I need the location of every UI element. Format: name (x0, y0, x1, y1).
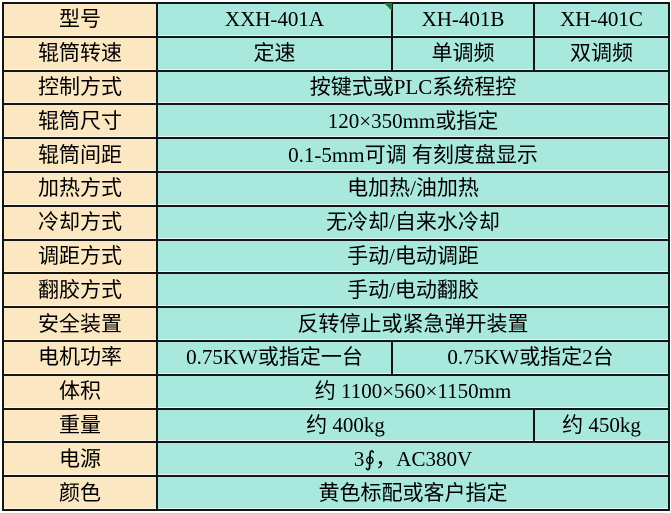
cell-rubber-turn: 手动/电动翻胶 (156, 272, 670, 309)
cell-speed-c: 双调频 (533, 35, 670, 72)
cell-safety-device: 反转停止或紧急弹开装置 (156, 306, 670, 342)
cell-power-supply: 3∮，AC380V (156, 441, 670, 478)
row-label-roller-size: 辊筒尺寸 (2, 103, 158, 140)
row-label-distance-adjust: 调距方式 (2, 238, 158, 275)
row-heating-mode: 加热方式 电加热/油加热 (2, 170, 670, 207)
cell-motor-power-bc: 0.75KW或指定2台 (391, 339, 670, 376)
cell-speed-b: 单调频 (391, 35, 535, 72)
row-label-safety-device: 安全装置 (2, 306, 158, 342)
cell-weight-c: 约 450kg (533, 407, 670, 444)
row-safety-device: 安全装置 反转停止或紧急弹开装置 (2, 306, 670, 342)
row-label-roller-gap: 辊筒间距 (2, 137, 158, 173)
row-rubber-turn: 翻胶方式 手动/电动翻胶 (2, 272, 670, 309)
cell-error-indicator-triangle-icon (384, 3, 392, 11)
row-distance-adjust: 调距方式 手动/电动调距 (2, 238, 670, 275)
cell-distance-adjust: 手动/电动调距 (156, 238, 670, 275)
cell-model-b: XH-401B (391, 2, 535, 38)
row-label-volume: 体积 (2, 373, 158, 410)
row-label-weight: 重量 (2, 407, 158, 444)
row-weight: 重量 约 400kg 约 450kg (2, 407, 670, 444)
row-roller-gap: 辊筒间距 0.1-5mm可调 有刻度盘显示 (2, 137, 670, 173)
row-label-model: 型号 (2, 2, 158, 38)
cell-color: 黄色标配或客户指定 (156, 475, 670, 511)
row-volume: 体积 约 1100×560×1150mm (2, 373, 670, 410)
row-label-rubber-turn: 翻胶方式 (2, 272, 158, 309)
row-label-power-supply: 电源 (2, 441, 158, 478)
row-label-roller-speed: 辊筒转速 (2, 35, 158, 72)
cell-cooling-mode: 无冷却/自来水冷却 (156, 204, 670, 241)
cell-heating-mode: 电加热/油加热 (156, 170, 670, 207)
row-label-motor-power: 电机功率 (2, 339, 158, 376)
row-cooling-mode: 冷却方式 无冷却/自来水冷却 (2, 204, 670, 241)
cell-roller-gap: 0.1-5mm可调 有刻度盘显示 (156, 137, 670, 173)
row-color: 颜色 黄色标配或客户指定 (2, 475, 670, 511)
cell-control-mode: 按键式或PLC系统程控 (156, 69, 670, 106)
row-label-cooling-mode: 冷却方式 (2, 204, 158, 241)
row-label-heating-mode: 加热方式 (2, 170, 158, 207)
cell-roller-size: 120×350mm或指定 (156, 103, 670, 140)
cell-model-c: XH-401C (533, 2, 670, 38)
row-motor-power: 电机功率 0.75KW或指定一台 0.75KW或指定2台 (2, 339, 670, 376)
row-control-mode: 控制方式 按键式或PLC系统程控 (2, 69, 670, 106)
cell-weight-ab: 约 400kg (156, 407, 535, 444)
cell-volume: 约 1100×560×1150mm (156, 373, 670, 410)
row-roller-size: 辊筒尺寸 120×350mm或指定 (2, 103, 670, 140)
cell-model-a: XXH-401A (156, 2, 393, 38)
cell-motor-power-a: 0.75KW或指定一台 (156, 339, 393, 376)
row-roller-speed: 辊筒转速 定速 单调频 双调频 (2, 35, 670, 72)
row-label-color: 颜色 (2, 475, 158, 511)
cell-speed-a: 定速 (156, 35, 393, 72)
row-power-supply: 电源 3∮，AC380V (2, 441, 670, 478)
row-label-control-mode: 控制方式 (2, 69, 158, 106)
row-model: 型号 XXH-401A XH-401B XH-401C (2, 2, 670, 38)
